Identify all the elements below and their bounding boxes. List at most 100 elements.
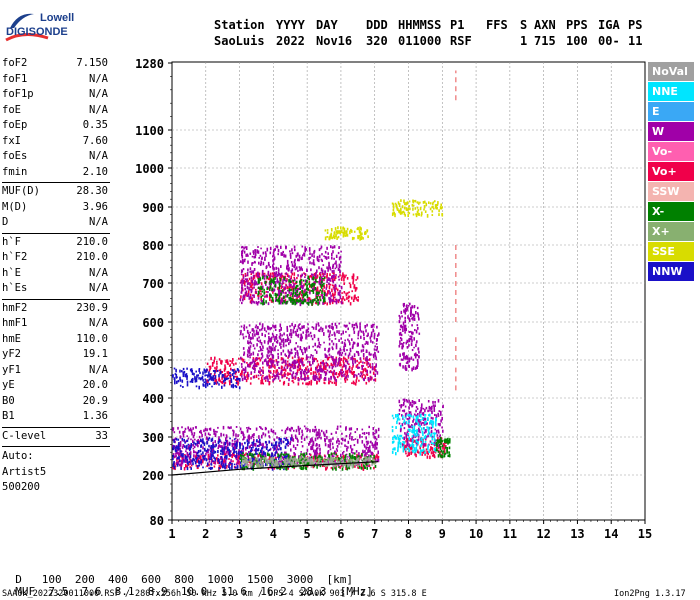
echo-point (355, 379, 358, 383)
echo-point (202, 438, 204, 442)
echo-point (330, 466, 333, 469)
echo-point (399, 342, 401, 346)
echo-point (415, 421, 417, 425)
echo-point (399, 328, 402, 331)
echo-point (425, 406, 428, 410)
echo-point (343, 298, 346, 301)
echo-point (343, 450, 345, 453)
echo-point (285, 428, 288, 431)
echo-point (327, 256, 330, 259)
echo-point (241, 442, 243, 446)
echo-point (321, 465, 324, 468)
echo-point (337, 351, 339, 355)
echo-point (251, 449, 254, 452)
echo-point (327, 325, 330, 328)
echo-point (444, 446, 447, 449)
echo-point (250, 276, 253, 280)
echo-point (177, 438, 180, 441)
echo-point (340, 353, 343, 357)
echo-point (411, 404, 414, 407)
echo-point (266, 446, 268, 449)
echo-point (262, 302, 264, 306)
echo-point (232, 358, 234, 362)
echo-point (415, 439, 418, 443)
echo-point (372, 366, 374, 371)
echo-point (255, 427, 258, 431)
echo-point (415, 419, 417, 422)
echo-point (432, 404, 435, 407)
echo-point (392, 448, 394, 451)
echo-point (269, 370, 272, 373)
echo-point (289, 250, 291, 253)
echo-point (345, 435, 348, 437)
echo-point (186, 444, 188, 449)
echo-point (210, 438, 213, 442)
echo-point (335, 254, 338, 259)
echo-point (241, 283, 243, 286)
echo-point (305, 377, 307, 381)
echo-point (358, 455, 360, 458)
echo-point (212, 378, 215, 382)
echo-point (273, 466, 276, 470)
echo-point (305, 354, 308, 358)
echo-point (227, 377, 230, 380)
echo-point (235, 433, 237, 437)
echo-point (353, 284, 356, 287)
echo-point (400, 427, 402, 431)
echo-point (374, 373, 376, 378)
echo-point (272, 347, 274, 352)
echo-point (198, 385, 200, 390)
echo-point (218, 467, 221, 470)
echo-point (399, 437, 401, 441)
echo-point (245, 446, 247, 451)
echo-point (172, 463, 175, 468)
echo-point (303, 272, 305, 275)
echo-point (249, 453, 251, 456)
echo-point (179, 376, 181, 381)
echo-point (347, 295, 350, 299)
echo-point (361, 428, 364, 431)
header-label-0: Station (214, 18, 265, 32)
echo-point (315, 373, 318, 376)
echo-point (271, 431, 274, 433)
echo-point (289, 339, 292, 344)
echo-point (437, 414, 440, 417)
echo-point (299, 465, 302, 468)
echo-point (358, 465, 361, 469)
echo-point (234, 466, 237, 469)
echo-point (334, 450, 336, 454)
echo-point (406, 356, 409, 360)
echo-point (205, 380, 207, 385)
echo-point (412, 419, 414, 422)
echo-point (274, 454, 276, 457)
echo-point (226, 443, 229, 447)
echo-point (276, 245, 279, 249)
echo-point (332, 467, 334, 471)
echo-point (285, 443, 288, 446)
echo-point (253, 360, 256, 364)
echo-point (265, 274, 267, 278)
echo-point (224, 378, 226, 382)
echo-point (302, 453, 304, 457)
echo-point (352, 327, 355, 331)
echo-point (272, 343, 274, 347)
echo-point (338, 291, 341, 295)
echo-point (257, 278, 260, 282)
echo-point (213, 359, 215, 363)
param-key: yE (2, 379, 15, 391)
echo-point (393, 447, 395, 451)
echo-point (426, 417, 429, 420)
echo-point (329, 330, 331, 334)
echo-point (268, 369, 270, 372)
echo-point (370, 455, 372, 457)
echo-point (288, 333, 291, 337)
echo-point (433, 207, 435, 210)
echo-point (296, 266, 298, 270)
echo-point (448, 452, 450, 454)
echo-point (292, 293, 294, 298)
echo-point (294, 294, 296, 297)
echo-point (350, 451, 353, 454)
echo-point (342, 330, 344, 335)
echo-point (277, 297, 280, 300)
echo-point (343, 342, 346, 346)
